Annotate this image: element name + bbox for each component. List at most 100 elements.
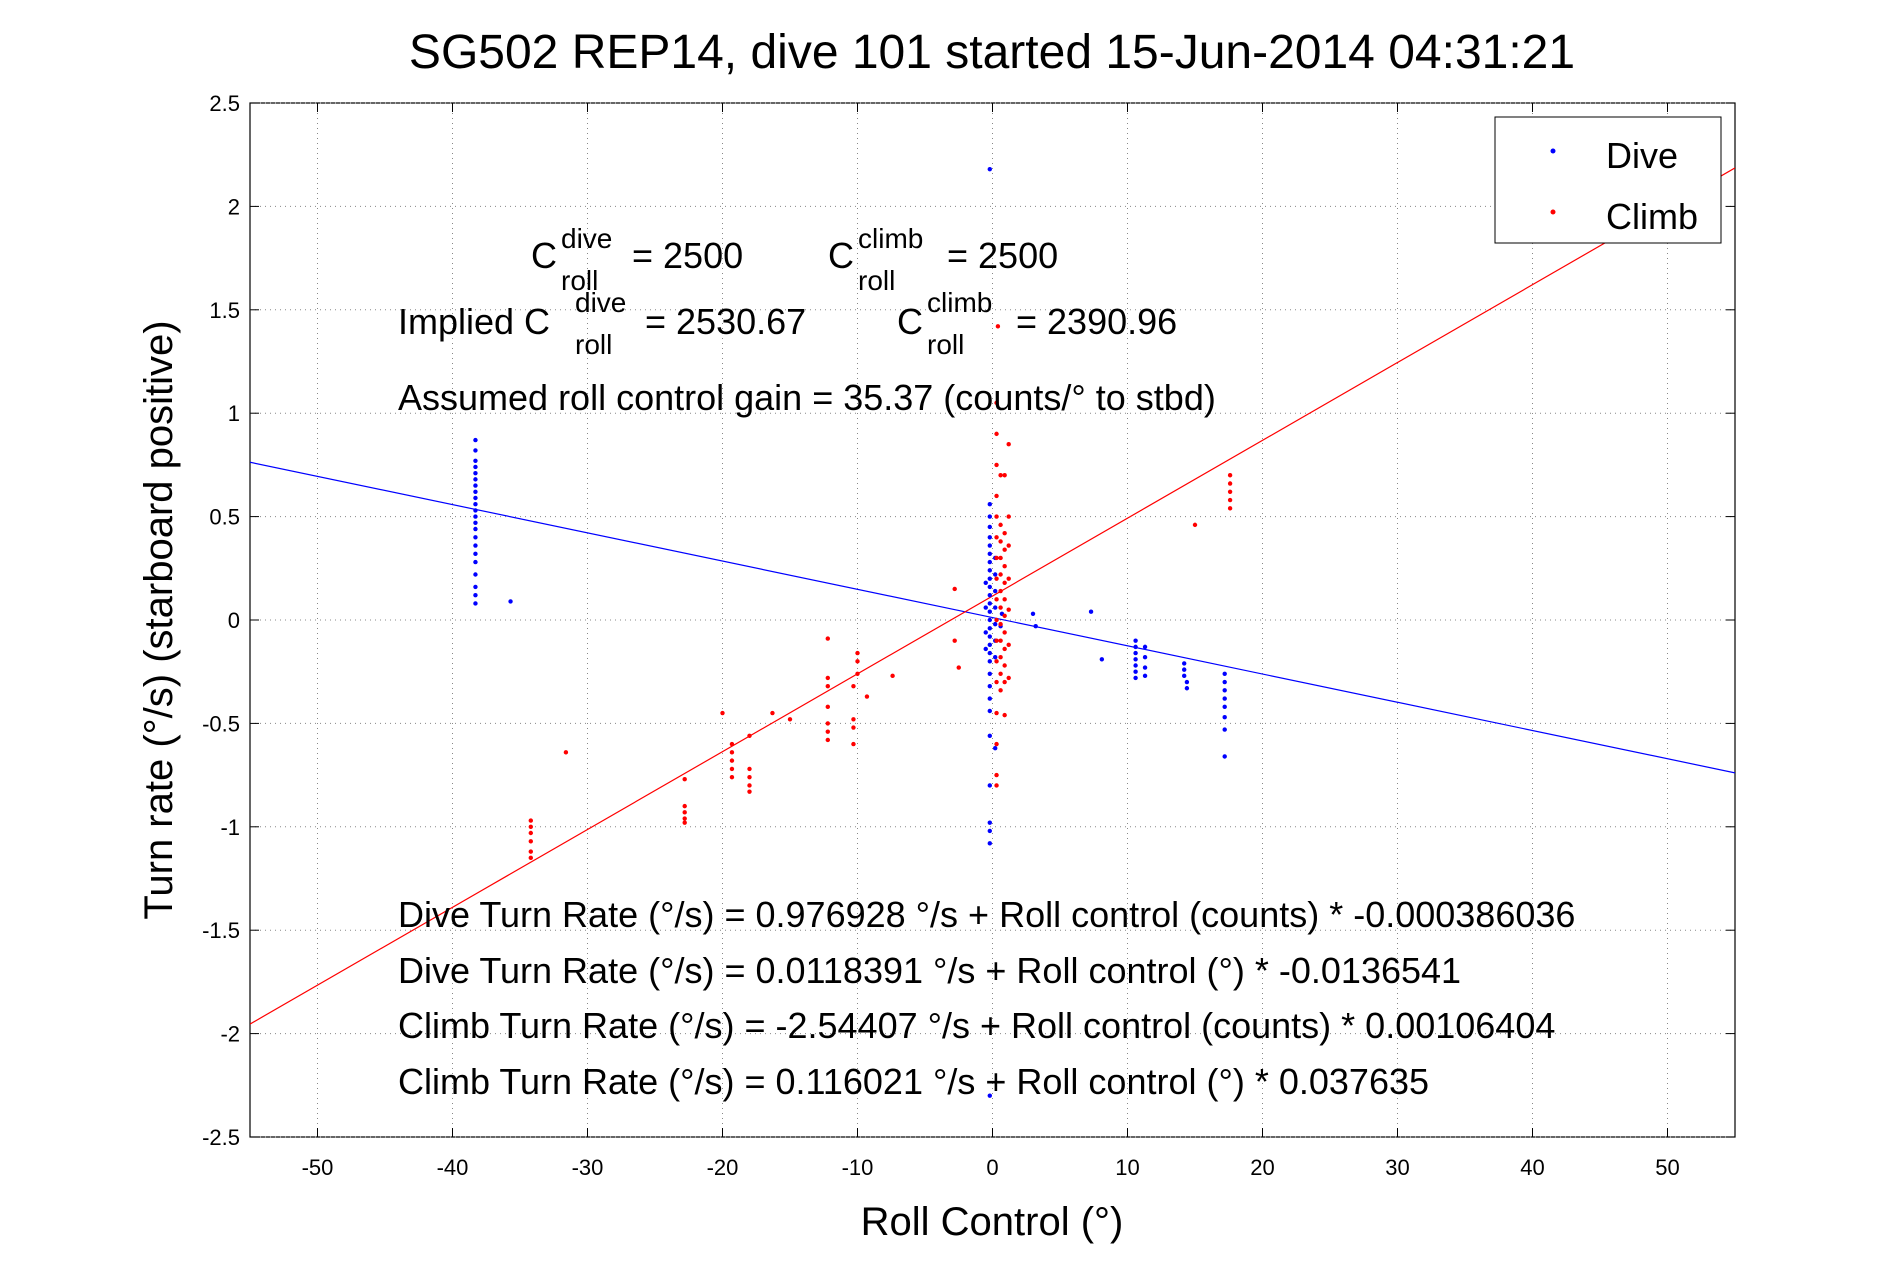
climb-point bbox=[998, 605, 1003, 610]
dive-point bbox=[1222, 714, 1227, 720]
c-roll-dive-sup: dive bbox=[561, 223, 612, 254]
y-tick-label: -2.5 bbox=[202, 1125, 240, 1150]
y-tick-label: 2 bbox=[228, 194, 240, 219]
dive-point bbox=[987, 841, 992, 846]
climb-point bbox=[682, 820, 687, 825]
climb-point bbox=[682, 810, 687, 815]
dive-point bbox=[993, 621, 998, 627]
dive-point bbox=[987, 609, 992, 614]
x-tick-label: 20 bbox=[1250, 1155, 1274, 1180]
climb-point bbox=[1002, 580, 1007, 585]
climb-point bbox=[528, 839, 533, 844]
climb-point bbox=[720, 710, 725, 716]
dive-point bbox=[1222, 727, 1227, 732]
climb-point bbox=[1006, 607, 1011, 612]
climb-point bbox=[956, 665, 961, 670]
climb-point bbox=[1227, 497, 1233, 503]
y-tick-label: 0.5 bbox=[209, 505, 240, 530]
c-roll-climb-value: = 2500 bbox=[937, 235, 1058, 276]
dive-point bbox=[473, 437, 478, 443]
x-tick-label: -10 bbox=[842, 1155, 874, 1180]
climb-point bbox=[1006, 514, 1011, 519]
c-roll-dive-value: = 2500 bbox=[622, 235, 743, 276]
dive-point bbox=[473, 458, 478, 463]
climb-point bbox=[825, 675, 830, 681]
climb-point bbox=[1006, 543, 1011, 548]
climb-point bbox=[994, 679, 999, 685]
dive-point bbox=[987, 671, 992, 676]
climb-point bbox=[1227, 489, 1233, 494]
climb-point bbox=[1006, 576, 1011, 581]
data-points bbox=[473, 166, 1233, 1098]
climb-point bbox=[994, 710, 999, 716]
legend-box bbox=[1494, 116, 1722, 244]
dive-point bbox=[1222, 754, 1227, 759]
dive-point bbox=[987, 1093, 992, 1098]
climb-point bbox=[994, 638, 999, 643]
implied-climb-c: C bbox=[897, 301, 923, 342]
climb-point bbox=[994, 576, 999, 581]
equation-4: Climb Turn Rate (°/s) = 0.116021 °/s + R… bbox=[398, 1061, 1429, 1102]
climb-point bbox=[1002, 597, 1007, 602]
dive-point bbox=[1184, 686, 1190, 691]
dive-point bbox=[1033, 624, 1038, 629]
climb-point bbox=[825, 704, 830, 710]
climb-point bbox=[825, 636, 830, 641]
climb-point bbox=[994, 514, 999, 519]
c-roll-dive-sub: roll bbox=[561, 265, 598, 296]
y-tick-label: -0.5 bbox=[202, 711, 240, 736]
climb-point bbox=[682, 816, 687, 821]
equation-2: Dive Turn Rate (°/s) = 0.0118391 °/s + R… bbox=[398, 950, 1461, 991]
dive-point bbox=[987, 543, 992, 548]
dive-point bbox=[987, 166, 992, 172]
y-tick-label: 1.5 bbox=[209, 298, 240, 323]
equation-1: Dive Turn Rate (°/s) = 0.976928 °/s + Ro… bbox=[398, 894, 1575, 935]
dive-point bbox=[473, 535, 478, 540]
dive-point bbox=[987, 650, 992, 656]
climb-point bbox=[994, 597, 999, 602]
climb-point bbox=[729, 758, 735, 763]
dive-point bbox=[987, 559, 992, 565]
dive-point bbox=[993, 572, 998, 577]
dive-point bbox=[993, 588, 998, 594]
climb-point bbox=[994, 783, 999, 788]
dive-point bbox=[987, 535, 992, 540]
climb-point bbox=[729, 750, 735, 755]
dive-point bbox=[1182, 667, 1187, 672]
dive-point bbox=[473, 543, 478, 548]
climb-point bbox=[994, 462, 999, 468]
dive-point bbox=[987, 783, 992, 788]
dive-point bbox=[1222, 679, 1227, 685]
climb-point bbox=[1006, 675, 1011, 681]
climb-point bbox=[528, 830, 533, 836]
climb-point bbox=[1227, 473, 1233, 478]
dive-point bbox=[987, 568, 992, 573]
climb-point bbox=[1227, 481, 1233, 486]
climb-point bbox=[563, 750, 569, 755]
dive-point bbox=[987, 634, 992, 639]
climb-point bbox=[855, 659, 860, 664]
dive-point bbox=[1184, 679, 1190, 685]
implied-climb-sub: roll bbox=[927, 329, 964, 360]
climb-point bbox=[1227, 506, 1233, 511]
climb-point bbox=[1006, 442, 1011, 447]
dive-point bbox=[1222, 671, 1227, 676]
dive-point bbox=[508, 599, 513, 604]
climb-point bbox=[998, 621, 1003, 627]
climb-point bbox=[747, 733, 752, 739]
dive-point bbox=[987, 683, 992, 689]
dive-point bbox=[473, 551, 478, 557]
dive-point bbox=[473, 501, 478, 507]
dive-point bbox=[987, 617, 992, 623]
dive-point bbox=[1133, 657, 1138, 662]
dive-point bbox=[473, 559, 478, 565]
y-tick-label: -1.5 bbox=[202, 918, 240, 943]
climb-point bbox=[825, 683, 830, 689]
climb-point bbox=[825, 729, 830, 734]
c-roll-climb-sup: climb bbox=[858, 223, 923, 254]
implied-dive-sup: dive bbox=[575, 287, 626, 318]
dive-point bbox=[987, 733, 992, 739]
c-roll-dive-annotation: C dive roll = 2500 bbox=[531, 223, 743, 296]
dive-point bbox=[1133, 669, 1138, 674]
climb-point bbox=[528, 855, 533, 861]
